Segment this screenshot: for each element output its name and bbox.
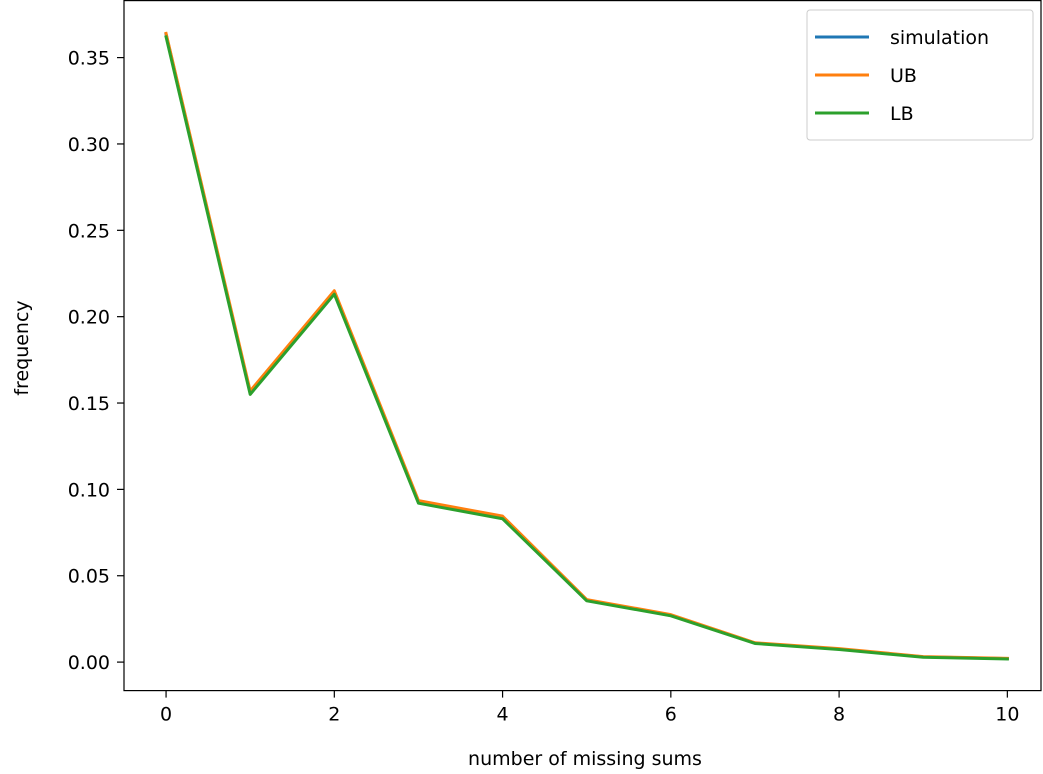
legend: simulation UB LB xyxy=(806,9,1034,141)
y-axis-label: frequency xyxy=(11,300,33,395)
x-tick-label: 0 xyxy=(160,704,172,726)
x-tick-label: 2 xyxy=(328,704,340,726)
y-tick-label: 0.25 xyxy=(68,220,110,242)
y-tick-label: 0.20 xyxy=(68,307,110,329)
y-tick-label: 0.10 xyxy=(68,479,110,501)
legend-label-ub: UB xyxy=(890,65,917,87)
ticks-layer: 0 2 4 6 8 10 0.00 0.05 0.10 0.15 0.20 0.25 0.30 0.35 xyxy=(68,48,1020,726)
y-tick-label: 0.05 xyxy=(68,566,110,588)
x-tick-label: 10 xyxy=(995,704,1019,726)
legend-frame xyxy=(806,9,1034,141)
legend-label-simulation: simulation xyxy=(890,27,989,49)
plot-frame xyxy=(123,0,1042,692)
series-line-lb xyxy=(164,35,1009,661)
series-layer xyxy=(164,31,1009,661)
y-tick-label: 0.30 xyxy=(68,134,110,156)
y-tick-label: 0.15 xyxy=(68,393,110,415)
x-tick-label: 6 xyxy=(665,704,677,726)
x-tick-label: 4 xyxy=(497,704,509,726)
x-axis-label: number of missing sums xyxy=(468,748,702,770)
y-tick-label: 0.35 xyxy=(68,48,110,70)
x-tick-label: 8 xyxy=(833,704,845,726)
legend-label-lb: LB xyxy=(890,103,914,125)
y-tick-label: 0.00 xyxy=(68,652,110,674)
